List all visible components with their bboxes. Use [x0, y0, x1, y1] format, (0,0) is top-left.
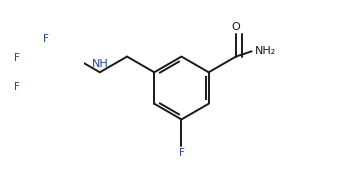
Text: O: O	[232, 22, 240, 32]
Text: F: F	[14, 53, 19, 63]
Text: F: F	[43, 34, 49, 44]
Text: F: F	[14, 81, 19, 92]
Text: F: F	[179, 148, 184, 158]
Text: NH₂: NH₂	[255, 46, 276, 56]
Text: NH: NH	[91, 59, 108, 69]
